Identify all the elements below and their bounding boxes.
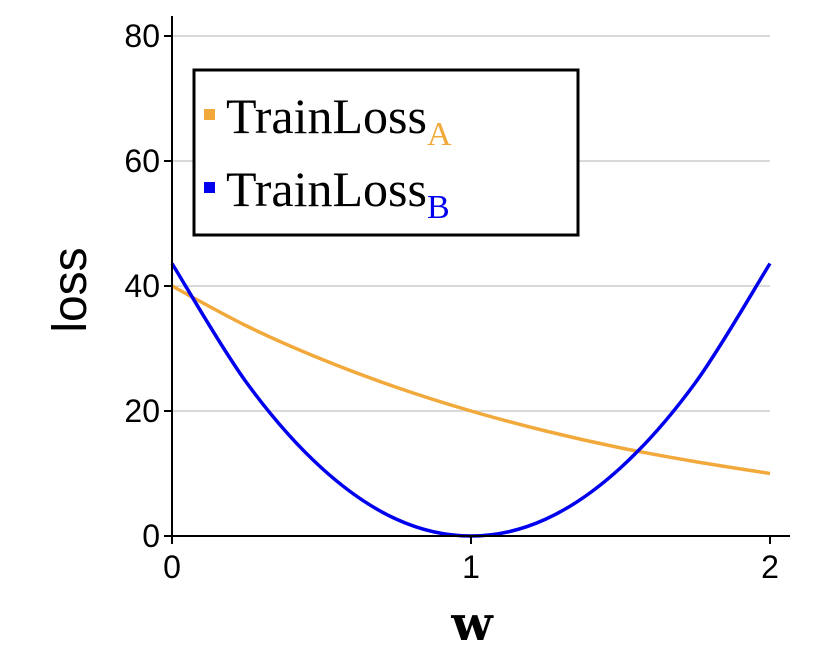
series-line-a [171, 284, 771, 476]
legend: TrainLossA TrainLossB [192, 68, 580, 237]
y-tick-label: 80 [124, 18, 160, 54]
series-layer [170, 262, 772, 538]
legend-entry-b: TrainLossB [226, 161, 450, 226]
x-axis-label: w [450, 596, 494, 652]
y-axis-label: loss [44, 247, 97, 332]
legend-box [192, 68, 580, 237]
y-tick-label: 0 [142, 518, 160, 554]
series-line-b [170, 262, 772, 538]
y-tick-label: 20 [124, 393, 160, 429]
y-tick-label: 60 [124, 143, 160, 179]
y-tick-label: 40 [124, 268, 160, 304]
y-ticks: 0 20 40 60 80 [124, 18, 172, 554]
legend-swatch-b [204, 182, 215, 193]
x-tick-label: 2 [761, 549, 779, 585]
x-tick-label: 1 [462, 549, 480, 585]
legend-swatch-a [204, 109, 215, 120]
x-tick-label: 0 [163, 549, 181, 585]
x-ticks: 0 1 2 [163, 536, 779, 585]
legend-entry-a: TrainLossA [226, 88, 452, 153]
